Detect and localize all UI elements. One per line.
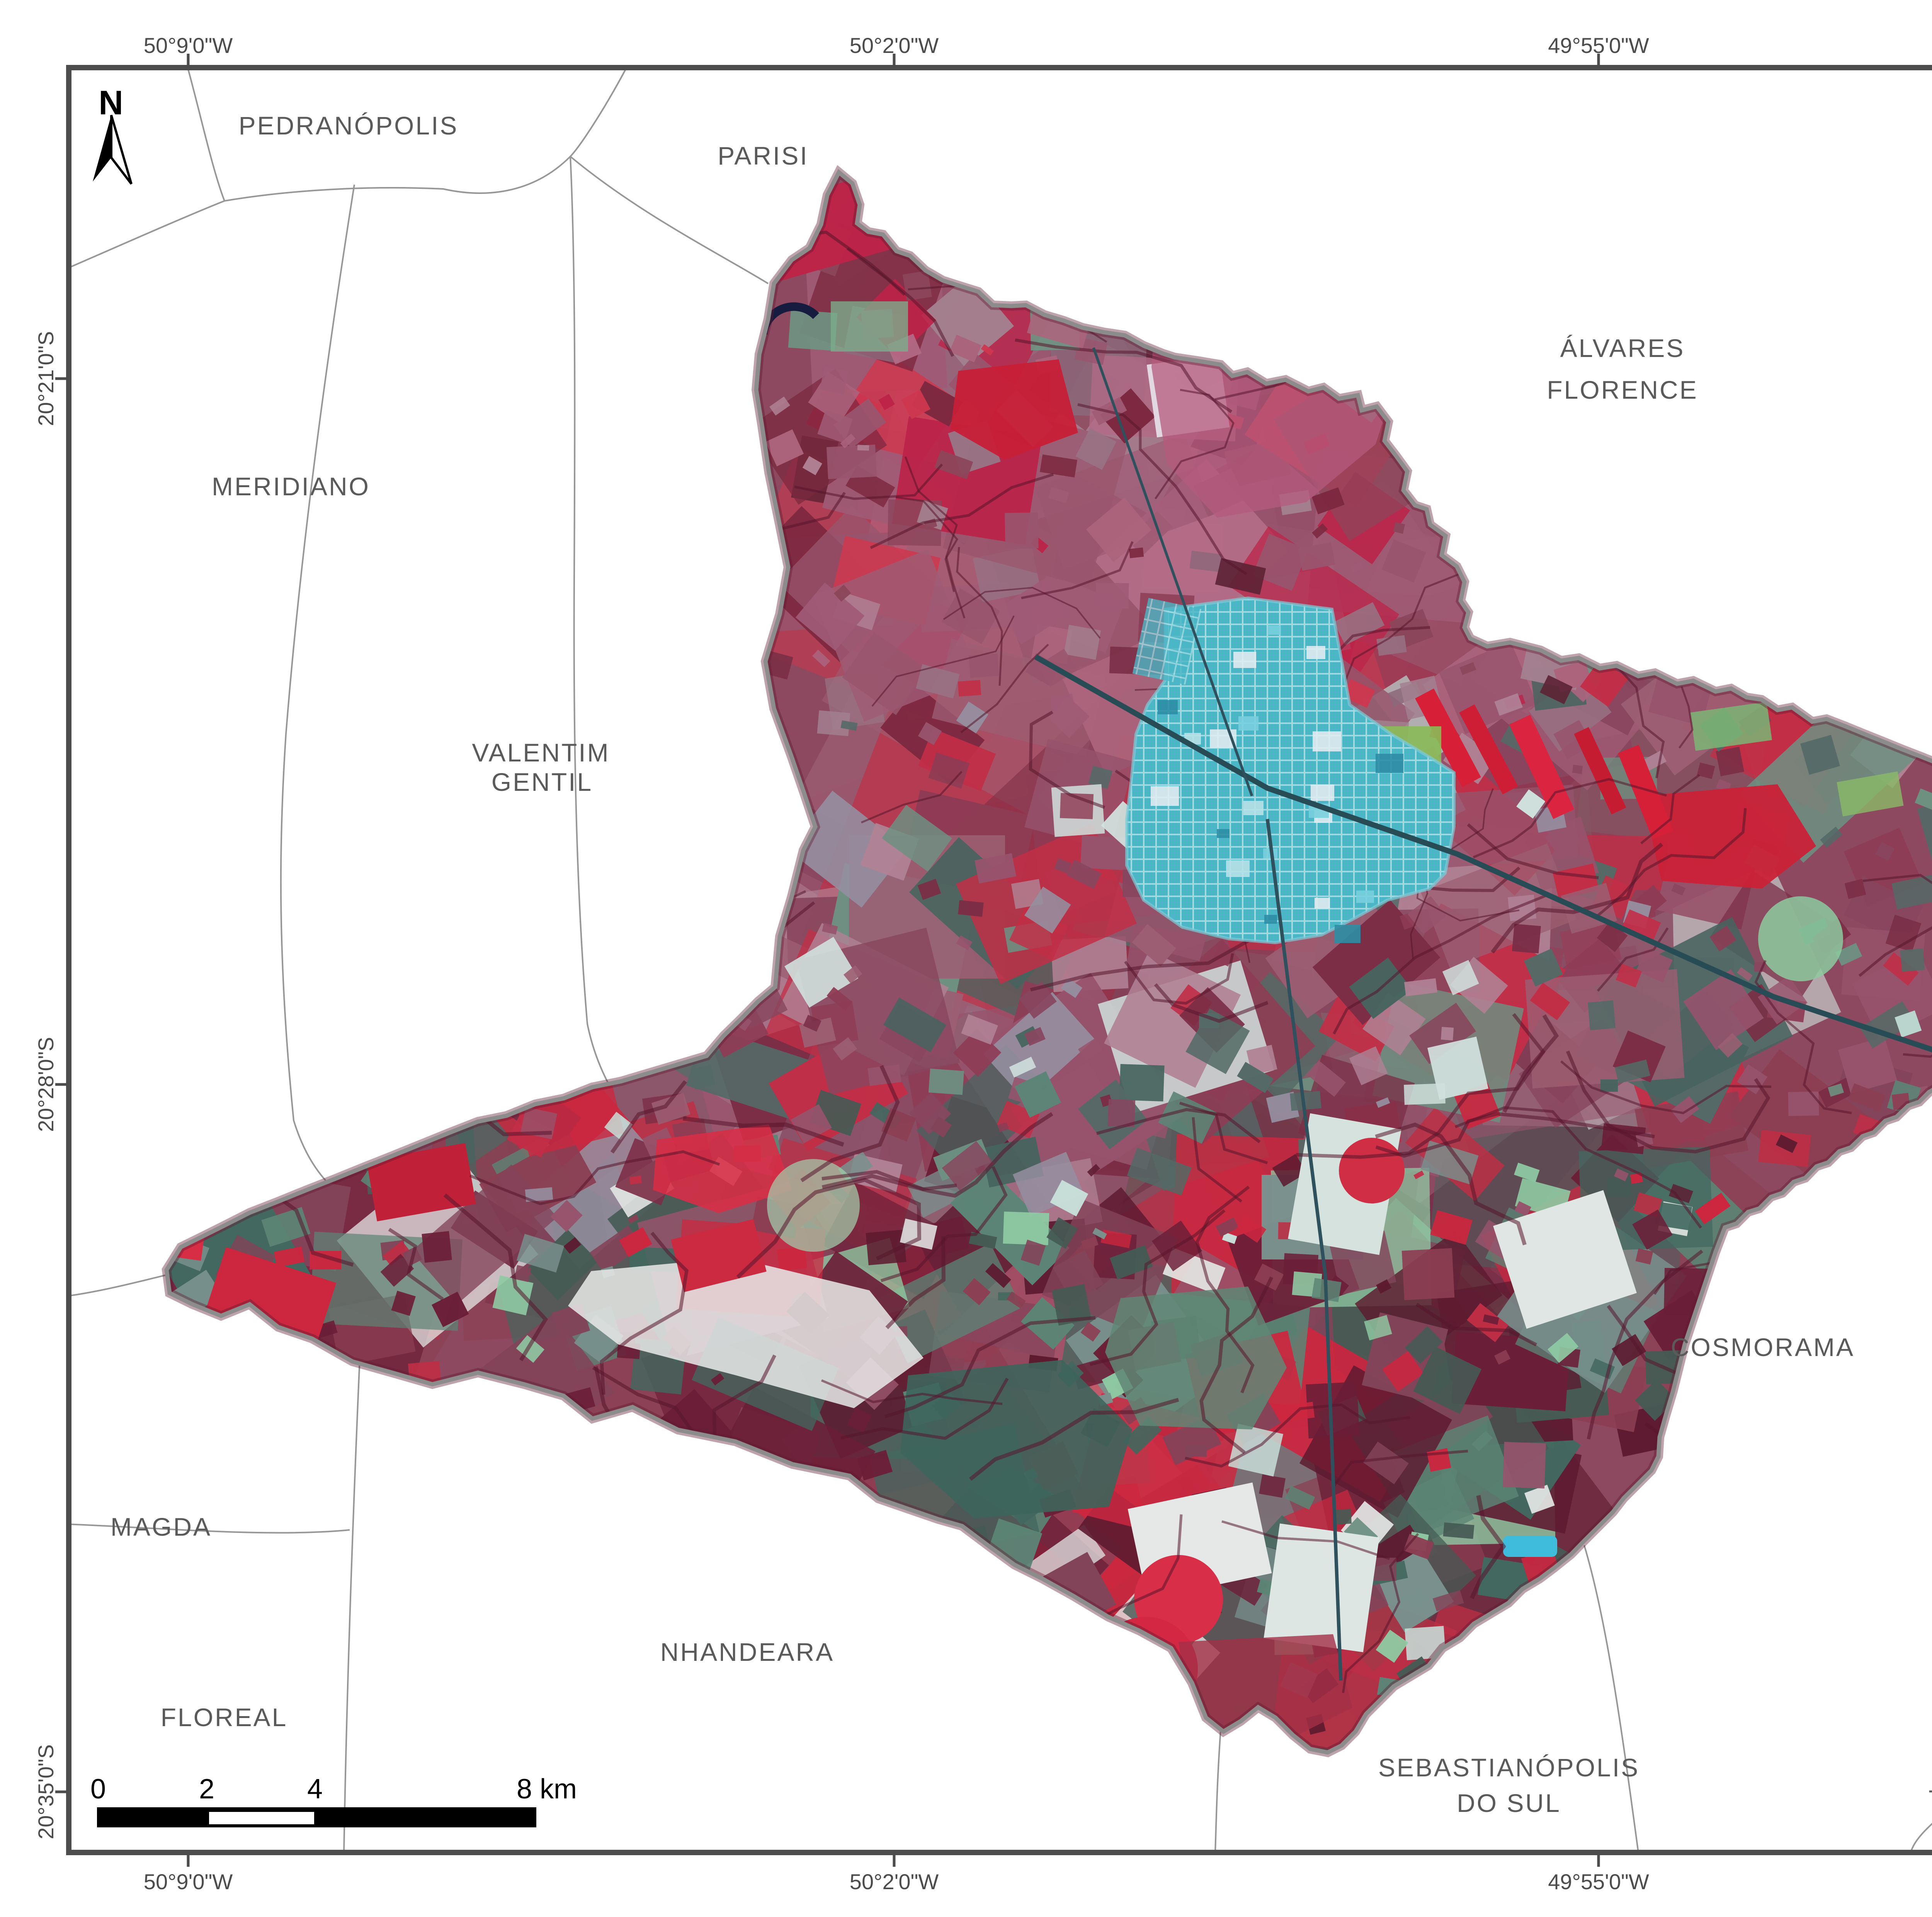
svg-text:4: 4	[307, 1774, 323, 1805]
svg-text:49°55'0"W: 49°55'0"W	[1548, 33, 1649, 58]
svg-text:MAGDA: MAGDA	[111, 1513, 212, 1541]
svg-text:PEDRANÓPOLIS: PEDRANÓPOLIS	[239, 111, 459, 140]
svg-text:50°9'0"W: 50°9'0"W	[144, 1869, 233, 1894]
svg-text:VALENTIM: VALENTIM	[472, 738, 610, 767]
svg-text:COSMORAMA: COSMORAMA	[1671, 1333, 1855, 1361]
svg-text:FLOREAL: FLOREAL	[161, 1703, 288, 1732]
svg-text:50°9'0"W: 50°9'0"W	[144, 33, 233, 58]
svg-text:8 km: 8 km	[517, 1774, 577, 1805]
svg-text:MERIDIANO: MERIDIANO	[212, 472, 370, 501]
svg-text:2: 2	[199, 1774, 214, 1805]
svg-text:ÁLVARES: ÁLVARES	[1560, 334, 1685, 362]
svg-text:20°35'0"S: 20°35'0"S	[34, 1744, 58, 1839]
svg-text:50°2'0"W: 50°2'0"W	[850, 1869, 939, 1894]
svg-text:0: 0	[90, 1774, 106, 1805]
svg-text:20°28'0"S: 20°28'0"S	[34, 1037, 58, 1132]
svg-text:20°21'0"S: 20°21'0"S	[34, 331, 58, 426]
svg-text:50°2'0"W: 50°2'0"W	[850, 33, 939, 58]
svg-text:PARISI: PARISI	[718, 141, 809, 170]
svg-text:TANABI: TANABI	[1929, 1785, 1932, 1813]
svg-text:FLORENCE: FLORENCE	[1547, 376, 1698, 404]
svg-text:GENTIL: GENTIL	[492, 768, 593, 796]
svg-text:DO SUL: DO SUL	[1457, 1789, 1561, 1817]
svg-text:49°55'0"W: 49°55'0"W	[1548, 1869, 1649, 1894]
svg-text:SEBASTIANÓPOLIS: SEBASTIANÓPOLIS	[1378, 1753, 1639, 1782]
svg-text:NHANDEARA: NHANDEARA	[660, 1638, 834, 1666]
